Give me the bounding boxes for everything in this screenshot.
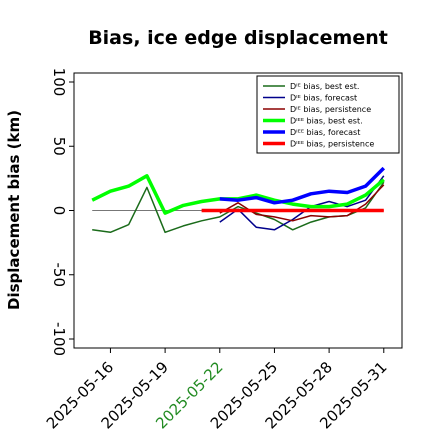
y-tick-label: 50 [50, 137, 68, 156]
series-line-5 [219, 166, 386, 205]
plot-area [91, 166, 386, 234]
y-tick-label: -50 [50, 263, 68, 288]
chart-title: Bias, ice edge displacement [88, 27, 388, 49]
legend: Dᴵᴱ bias, best est. Dᴵᴱ bias, forecast Dᴵᴱ… [256, 75, 400, 154]
y-tick-label: 100 [50, 68, 68, 97]
y-axis-label: Displacement bias (km) [5, 110, 23, 310]
series-line-2 [219, 175, 385, 231]
legend-label: Dᴵᴱ bias, forecast [290, 94, 357, 103]
legend-label: Dᴵᴱ bias, best est. [290, 82, 359, 91]
legend-label: Dᴵᴱᴱ bias, forecast [290, 128, 360, 137]
legend-label: Dᴵᴱ bias, persistence [290, 105, 371, 114]
y-tick-label: -100 [50, 322, 68, 356]
legend-box [256, 75, 400, 154]
y-tick-label: 0 [50, 206, 68, 216]
legend-label: Dᴵᴱᴱ bias, persistence [290, 140, 374, 149]
legend-label: Dᴵᴱᴱ bias, best est. [290, 117, 363, 126]
